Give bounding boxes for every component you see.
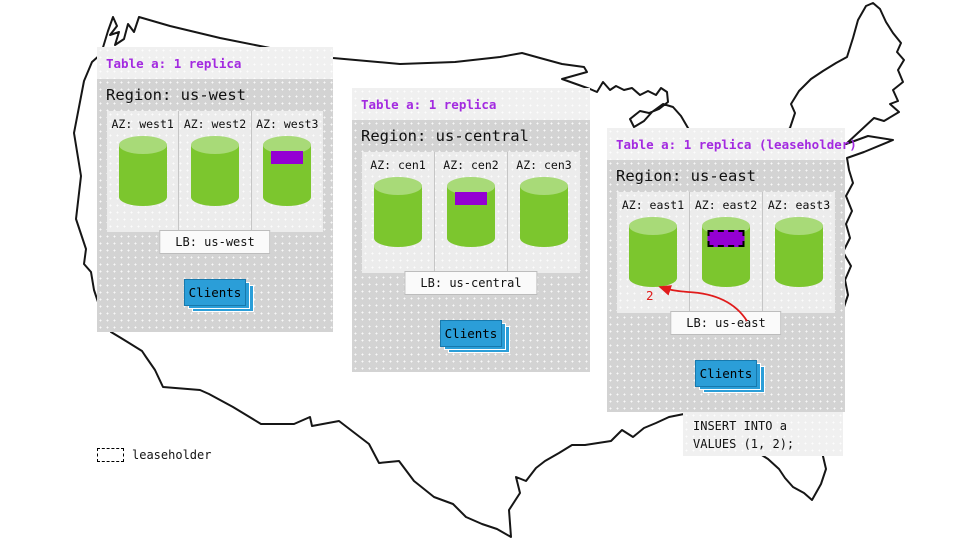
az-cell-cen1: AZ: cen1 [362,152,435,273]
table-replica-label: Table a: 1 replica [361,96,497,112]
region-body: Region: us-east AZ: east1 AZ: east2 [607,160,845,412]
clients-button[interactable]: Clients [184,279,246,306]
database-cylinder [774,216,824,288]
region-panel-us-east: Table a: 1 replica (leaseholder) Region:… [607,128,857,412]
leaseholder-chip [707,230,745,247]
database-cylinder [519,176,569,248]
az-cell-east1: AZ: east1 [617,192,690,313]
leaseholder-swatch-icon [97,448,124,462]
region-title: Region: us-east [616,167,756,185]
az-label: AZ: west2 [183,117,247,131]
cylinder-icon [702,217,750,287]
legend-label: leaseholder [132,448,212,462]
load-balancer-box: LB: us-west [159,230,271,254]
table-replica-header: Table a: 1 replica (leaseholder) [607,128,857,160]
region-body: Region: us-central AZ: cen1 AZ: cen2 [352,120,590,372]
az-cell-cen3: AZ: cen3 [508,152,580,273]
table-replica-label: Table a: 1 replica [106,55,242,71]
database-cylinder [373,176,423,248]
replica-chip [455,192,487,205]
az-label: AZ: cen2 [443,158,499,172]
step-number: 2 [646,288,654,303]
az-label: AZ: east3 [767,198,831,212]
az-container: AZ: west1 AZ: west2 [107,111,323,232]
az-label: AZ: east2 [694,198,758,212]
table-replica-header: Table a: 1 replica [352,88,590,120]
cylinder-icon [775,217,823,287]
sql-line-2: VALUES (1, 2); [693,437,795,451]
clients-stack: Clients [440,320,510,353]
cylinder-icon [447,177,495,247]
cylinder-icon [118,136,167,206]
az-label: AZ: west1 [111,117,174,131]
table-replica-label: Table a: 1 replica (leaseholder) [616,136,857,152]
database-cylinder [118,135,168,207]
clients-button[interactable]: Clients [695,360,757,387]
region-title: Region: us-west [106,86,246,104]
cylinder-icon [520,177,568,247]
database-cylinder [190,135,240,207]
legend: leaseholder [97,448,211,462]
cylinder-icon [374,177,422,247]
clients-button[interactable]: Clients [440,320,502,347]
clients-stack: Clients [695,360,765,393]
table-replica-header: Table a: 1 replica [97,47,333,79]
load-balancer-box: LB: us-east [670,311,782,335]
load-balancer-box: LB: us-central [404,271,538,295]
az-cell-west3: AZ: west3 [252,111,323,232]
az-container: AZ: cen1 AZ: cen2 [362,152,580,273]
az-label: AZ: cen3 [516,158,572,172]
region-body: Region: us-west AZ: west1 AZ: west2 [97,79,333,332]
cylinder-icon [263,136,312,206]
az-label: AZ: east1 [621,198,685,212]
az-cell-cen2: AZ: cen2 [435,152,508,273]
sql-line-1: INSERT INTO a [693,419,787,433]
az-label: AZ: west3 [256,117,319,131]
sql-statement-box: INSERT INTO a VALUES (1, 2); [683,412,843,456]
region-panel-us-central: Table a: 1 replica Region: us-central AZ… [352,88,590,372]
az-cell-east3: AZ: east3 [763,192,835,313]
az-cell-west2: AZ: west2 [179,111,252,232]
az-label: AZ: cen1 [370,158,426,172]
az-cell-east2: AZ: east2 [690,192,763,313]
clients-stack: Clients [184,279,254,312]
database-cylinder [701,216,751,288]
az-cell-west1: AZ: west1 [107,111,180,232]
cylinder-icon [190,136,239,206]
database-cylinder [628,216,678,288]
region-title: Region: us-central [361,127,529,145]
replica-chip [271,151,304,164]
database-cylinder [446,176,496,248]
database-cylinder [262,135,312,207]
cylinder-icon [629,217,677,287]
region-panel-us-west: Table a: 1 replica Region: us-west AZ: w… [97,47,333,332]
